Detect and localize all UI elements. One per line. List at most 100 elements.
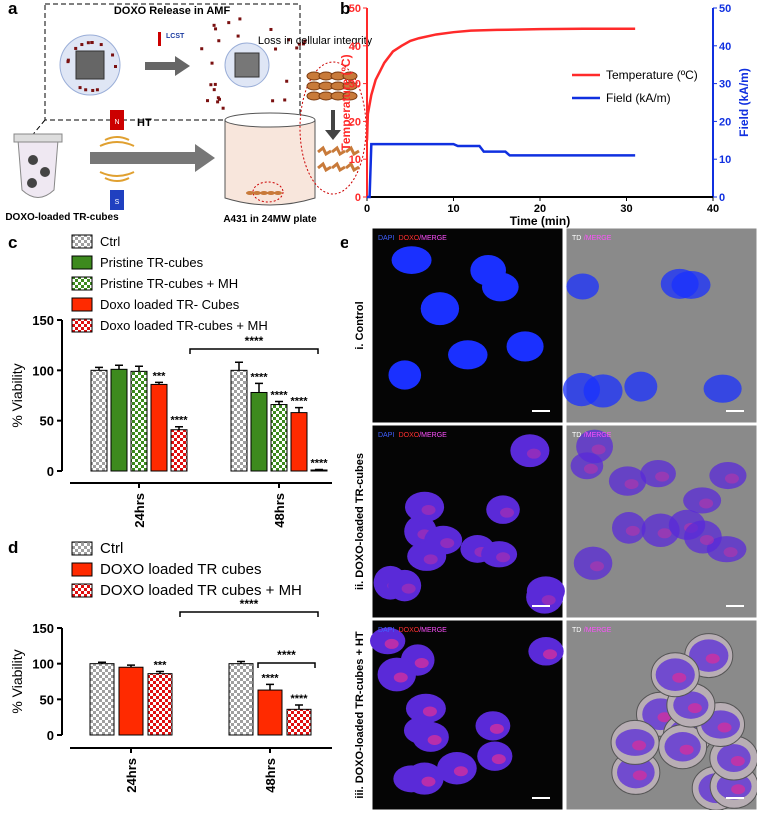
bar [147,673,173,736]
y-tick-label: 50 [40,692,54,707]
doxo-signal [687,703,702,714]
doxo-signal [730,756,745,767]
x-tick-label: 20 [534,203,546,215]
y-tick-label: 100 [32,363,54,378]
y-tick-label: 40 [349,41,361,53]
doxo-signal [496,552,511,563]
tube-label: DOXO-loaded TR-cubes [5,212,119,223]
nucleus [388,360,422,390]
bar [286,708,312,736]
field-label: HT [137,117,152,129]
plate-well [224,120,316,206]
row-label: i. Control [354,301,366,349]
y2-tick-label: 10 [719,154,731,166]
legend-label: Ctrl [100,540,123,557]
bar [230,369,248,472]
legend-label: DOXO loaded TR cubes + MH [100,582,302,599]
channel-label: /MERGE [584,432,612,439]
error-bar [127,664,135,668]
drug [295,46,299,50]
pole-label: S [115,199,120,206]
cell [342,71,358,81]
bar [130,370,148,472]
error-bar [98,661,106,664]
doxo-signal [624,479,639,490]
nucleus [510,434,550,468]
bar [270,404,288,472]
drug [218,97,222,101]
drug [200,47,204,51]
doxo-signal [717,722,732,733]
drug [66,58,70,62]
error-bar [295,406,303,413]
x-tick-label: 24hrs [132,493,147,528]
y-tick-label: 50 [40,414,54,429]
significance: **** [290,396,308,408]
drug [209,83,213,87]
nucleus [405,491,445,523]
y-axis-title: Temperature (ºC) [339,54,353,150]
legend-swatch [71,583,93,598]
release-box [44,3,301,121]
cell [253,191,261,195]
channel-label: /MERGE [419,235,447,242]
nucleus [424,525,463,555]
well-rim [224,112,316,128]
doxo-signal [705,653,720,664]
bar [228,663,254,736]
drug [84,88,88,92]
nucleus [624,371,658,402]
x-tick-label: 24hrs [124,758,139,793]
drug-molecules [66,17,307,110]
error-bar [115,364,123,370]
magnet [110,110,124,130]
cell [342,91,358,101]
significance: **** [261,672,279,684]
legend-label: Field (kA/m) [606,91,671,105]
nucleus [481,541,518,568]
channel-label: TD [572,432,581,439]
bracket [189,348,319,354]
legend-swatch [71,562,93,577]
error-bar [95,366,103,371]
drug [287,38,291,42]
y-tick-label: 30 [349,79,361,91]
x-tick-label: 10 [447,203,459,215]
tube-cap [13,133,63,143]
drug [274,47,278,51]
y-tick-label: 0 [47,728,54,743]
y2-tick-label: 30 [719,79,731,91]
drug [216,100,220,104]
error-bar [155,381,163,385]
panel-label: c [8,233,17,252]
drug [74,46,78,50]
row-label-strip [348,425,370,618]
x-axis-title: Time (min) [510,214,570,228]
row-label: iii. DOXO-loaded TR-cubes + HT [354,631,366,798]
doxo-signal [672,672,687,683]
nucleus [566,273,599,300]
y-tick-label: 100 [32,657,54,672]
doxo-signal [699,498,714,509]
doxo-signal [590,561,605,572]
lcst-label: LCST [166,33,185,40]
y2-tick-label: 50 [719,3,731,15]
channel-label: DAPI [378,235,394,242]
y2-tick-label: 0 [719,192,725,204]
bar [110,368,128,472]
drug [111,53,115,57]
bar [250,391,268,472]
x-tick-label: 48hrs [272,493,287,528]
drug [217,39,221,43]
doxo-signal [724,473,739,484]
nucleus [640,459,676,488]
drug [285,79,289,83]
drug [227,21,231,25]
line [365,27,636,141]
y-axis-title: % Viability [9,363,25,427]
channel-label: /MERGE [584,627,612,634]
doxo-signal [632,740,647,751]
cell [260,191,268,195]
arrow [145,56,190,76]
doxo-signal [423,554,438,565]
